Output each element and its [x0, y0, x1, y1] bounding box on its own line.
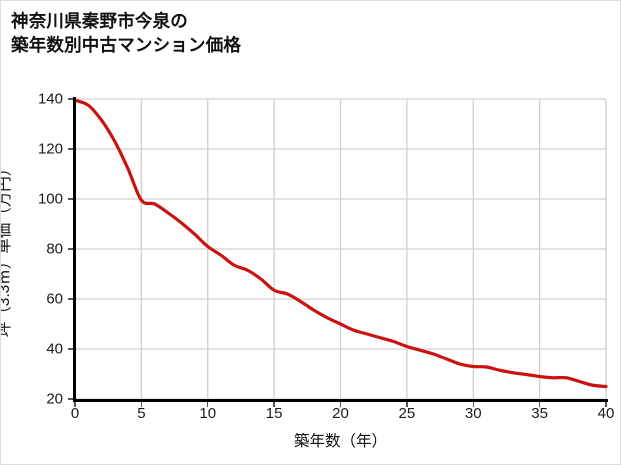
x-tick-label: 40 [597, 405, 615, 422]
y-tick-mark [68, 398, 73, 400]
x-tick-label: 35 [531, 405, 548, 422]
y-tick-label: 20 [46, 390, 63, 408]
x-tick-mark [140, 402, 143, 407]
y-tick-label: 100 [37, 190, 63, 208]
plot-area [73, 98, 608, 400]
x-tick-label: 30 [464, 405, 482, 422]
x-tick-label: 5 [137, 405, 146, 422]
y-tick-label: 60 [46, 290, 63, 308]
y-axis-label: 坪（3.3㎡）単価（万円） [0, 160, 13, 338]
x-tick-label: 25 [398, 405, 416, 422]
x-tick-label: 15 [265, 405, 283, 422]
y-tick-mark [68, 198, 73, 200]
x-axis-label: 築年数（年） [293, 433, 387, 450]
data-line-series [73, 98, 608, 389]
y-tick-mark [68, 98, 73, 100]
y-tick-label: 120 [37, 140, 63, 158]
y-tick-mark [68, 298, 73, 300]
x-tick-mark [406, 402, 408, 407]
x-tick-mark [207, 402, 209, 407]
y-tick-label: 80 [46, 240, 63, 258]
price-trend-line [73, 98, 608, 389]
x-axis-spine [73, 399, 608, 402]
x-tick-mark [538, 402, 541, 407]
x-tick-label: 10 [199, 405, 217, 422]
y-tick-mark [68, 348, 73, 350]
y-tick-mark [68, 248, 73, 250]
x-tick-label: 0 [70, 405, 80, 422]
x-tick-label: 20 [332, 405, 349, 422]
x-tick-mark [339, 402, 342, 407]
y-tick-label: 140 [37, 90, 63, 108]
x-tick-mark [605, 402, 607, 407]
grid-lines [75, 98, 607, 400]
page-title: 神奈川県秦野市今泉の 築年数別中古マンション価格 [11, 11, 242, 56]
x-tick-mark [273, 402, 275, 407]
x-tick-mark [74, 402, 76, 407]
x-tick-mark [472, 402, 474, 407]
y-axis-spine [73, 97, 76, 401]
y-tick-label: 40 [46, 340, 63, 358]
y-tick-mark [68, 148, 73, 150]
